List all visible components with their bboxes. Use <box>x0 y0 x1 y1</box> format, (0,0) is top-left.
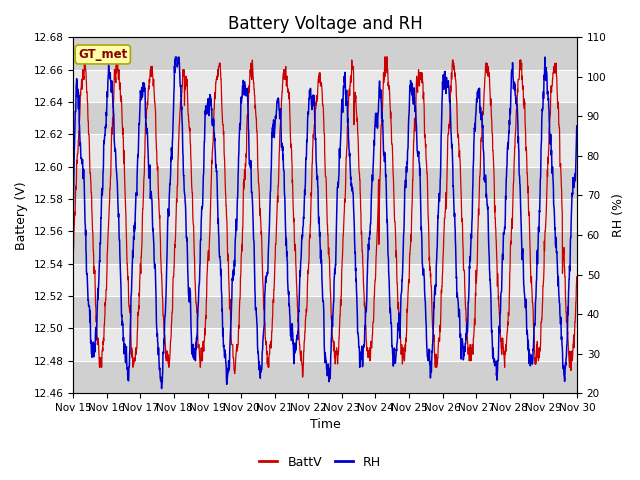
Bar <box>73 361 577 393</box>
Bar <box>73 167 577 199</box>
Bar <box>73 231 577 264</box>
Bar <box>73 102 577 134</box>
X-axis label: Time: Time <box>310 419 340 432</box>
Text: GT_met: GT_met <box>78 48 127 61</box>
Bar <box>73 296 577 328</box>
Y-axis label: Battery (V): Battery (V) <box>15 181 28 250</box>
Title: Battery Voltage and RH: Battery Voltage and RH <box>228 15 422 33</box>
Y-axis label: RH (%): RH (%) <box>612 193 625 237</box>
Legend: BattV, RH: BattV, RH <box>253 451 387 474</box>
Bar <box>73 37 577 70</box>
